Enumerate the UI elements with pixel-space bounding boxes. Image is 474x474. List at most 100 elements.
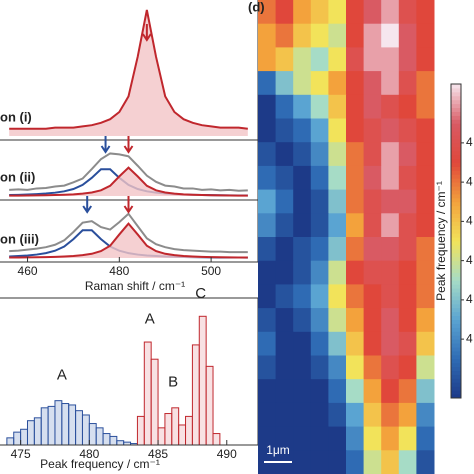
scale-bar-label: 1μm: [266, 443, 290, 457]
map-cell: [293, 379, 312, 404]
colorbar-step: [451, 233, 461, 238]
map-cell: [398, 284, 417, 309]
map-cell: [363, 284, 382, 309]
map-cell: [346, 379, 365, 404]
map-cell: [310, 284, 329, 309]
map-cell: [363, 237, 382, 262]
map-cell: [275, 379, 294, 404]
map-cell: [416, 23, 435, 48]
peak-arrow: [123, 136, 134, 154]
map-cell: [258, 284, 277, 309]
colorbar-step: [451, 95, 461, 101]
histogram-bar: [33, 417, 42, 446]
colorbar-step: [451, 111, 461, 116]
map-cell: [381, 0, 400, 25]
map-cell: [328, 165, 347, 191]
histogram-bar: [88, 423, 97, 446]
colorbar-step: [451, 252, 461, 258]
colorbar-step: [451, 150, 461, 156]
map-cell: [310, 379, 329, 404]
map-cell: [275, 94, 294, 119]
map-cell: [398, 23, 417, 48]
map-cell: [275, 426, 294, 451]
map-cell: [275, 331, 294, 356]
map-cell: [346, 94, 365, 119]
map-cell: [310, 426, 329, 451]
colorbar-tick-label: 4: [466, 331, 473, 345]
map-cell: [328, 355, 347, 380]
colorbar-step: [451, 327, 461, 332]
colorbar-step: [451, 256, 461, 262]
map-cell: [381, 189, 400, 214]
map-cell: [258, 237, 277, 262]
map-cell: [258, 0, 277, 25]
map-cell: [310, 23, 329, 48]
map-cell: [416, 379, 435, 404]
peak-arrow: [123, 196, 134, 214]
map-cell: [310, 142, 329, 167]
map-cell: [310, 94, 329, 119]
histogram-bar: [178, 424, 187, 446]
map-cell: [310, 189, 329, 214]
colorbar-step: [451, 362, 461, 368]
colorbar-step: [451, 162, 461, 167]
colorbar-step: [451, 272, 461, 277]
map-cell: [363, 47, 382, 72]
map-cell: [328, 402, 347, 428]
colorbar-step: [451, 135, 461, 140]
histogram-bar: [185, 415, 193, 446]
map-cell: [293, 94, 312, 119]
map-cell: [416, 450, 435, 474]
x-tick-label: 460: [18, 264, 38, 278]
map-cell: [310, 331, 329, 356]
map-cell: [293, 142, 312, 167]
map-cell: [328, 237, 347, 262]
colorbar-step: [451, 197, 461, 203]
colorbar-step: [451, 264, 461, 269]
map-cell: [398, 213, 417, 238]
peak-area: [9, 167, 248, 196]
map-cell: [346, 450, 365, 474]
map-cell: [416, 71, 435, 96]
map-cell: [293, 47, 312, 72]
map-cell: [416, 142, 435, 167]
map-cell: [416, 331, 435, 356]
colorbar-step: [451, 229, 461, 234]
map-cell: [328, 379, 347, 404]
map-cell: [363, 260, 382, 285]
map-cell: [346, 0, 365, 25]
colorbar-step: [451, 154, 461, 160]
histogram-bar: [81, 414, 90, 446]
map-cell: [363, 71, 382, 96]
colorbar-step: [451, 189, 461, 195]
map-cell: [258, 331, 277, 356]
map-cell: [293, 237, 312, 262]
colorbar-step: [451, 241, 461, 246]
map-cell: [381, 47, 400, 72]
x-tick-label: 475: [11, 447, 31, 461]
map-cell: [381, 379, 400, 404]
map-cell: [275, 142, 294, 167]
map-cell: [346, 426, 365, 451]
histogram-bar: [116, 440, 125, 446]
map-cell: [398, 308, 417, 333]
x-axis-label: Raman shift / cm⁻¹: [85, 279, 185, 293]
map-cell: [346, 284, 365, 309]
map-cell: [398, 237, 417, 262]
x-axis-label: Peak frequency / cm⁻¹: [40, 457, 160, 471]
colorbar-step: [451, 84, 461, 89]
colorbar-step: [451, 205, 461, 211]
map-cell: [381, 94, 400, 119]
map-cell: [310, 0, 329, 25]
map-cell: [275, 308, 294, 333]
colorbar-step: [451, 248, 461, 254]
map-cell: [416, 308, 435, 333]
map-cell: [310, 355, 329, 380]
colorbar-step: [451, 284, 461, 289]
map-cell: [346, 355, 365, 380]
map-cell: [346, 189, 365, 214]
histogram-bar: [136, 415, 145, 446]
map-cell: [381, 71, 400, 96]
map-cell: [398, 71, 417, 96]
x-tick-label: 485: [148, 447, 168, 461]
